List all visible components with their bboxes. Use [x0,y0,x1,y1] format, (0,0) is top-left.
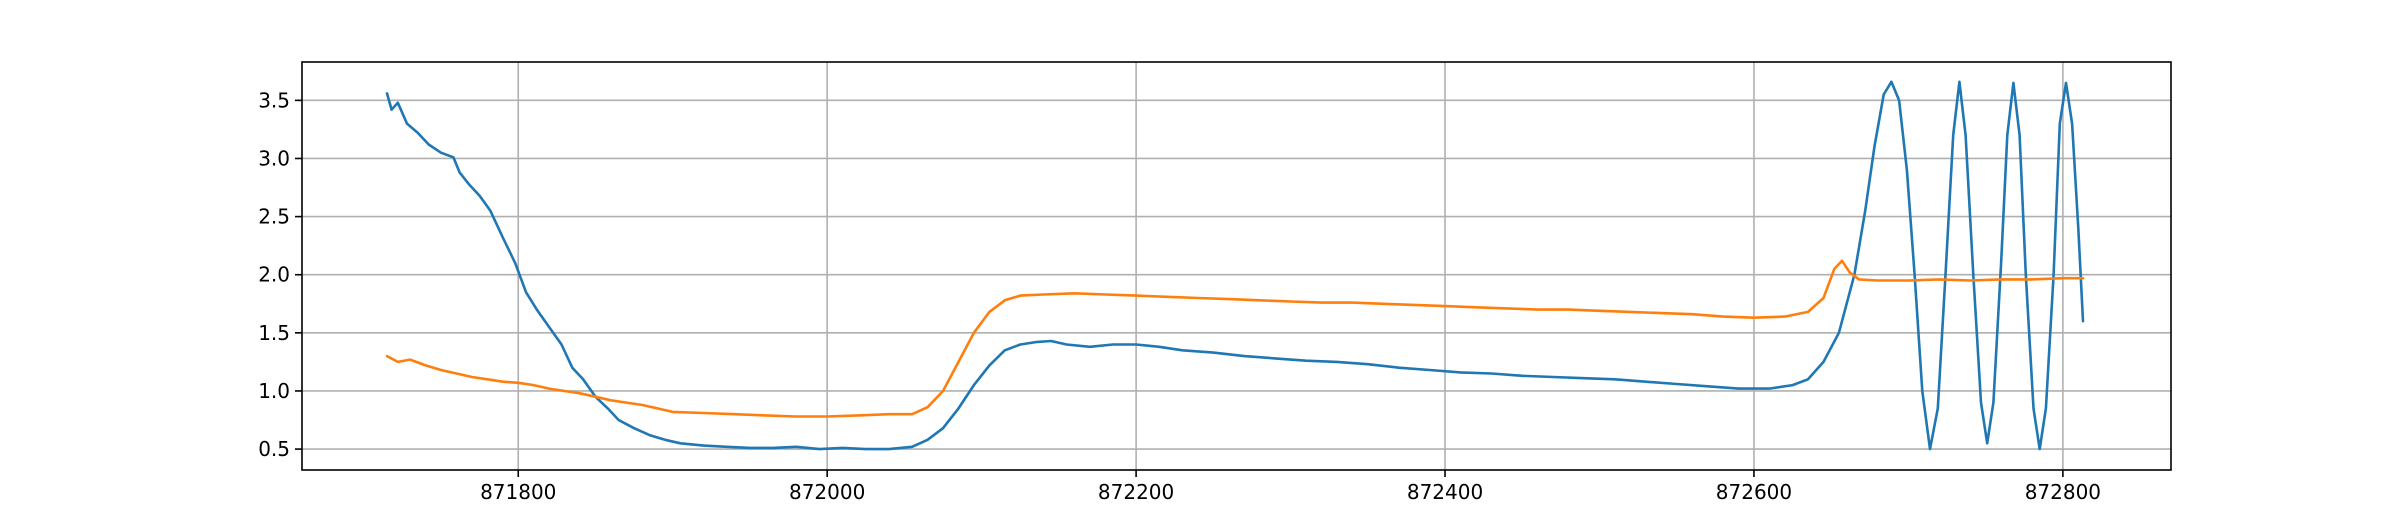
plot-area-frame [301,61,2172,471]
x-tick-label: 872200 [1098,480,1174,504]
y-tick-label: 1.0 [258,379,290,403]
series-line-2 [385,259,2085,418]
y-tick-label: 0.5 [258,437,290,461]
x-tick-label: 872000 [789,480,865,504]
y-tick-label: 3.5 [258,88,290,112]
grid [302,62,2171,470]
axis-ticks: 871800 872000 872200 872400 872600 872800 0.5 1… [258,88,2101,504]
y-tick-label: 2.0 [258,263,290,287]
y-tick-label: 2.5 [258,205,290,229]
x-tick-label: 872400 [1407,480,1483,504]
x-tick-label: 872800 [2025,480,2101,504]
data-series [385,80,2085,451]
x-tick-label: 871800 [480,480,556,504]
x-tick-label: 872600 [1716,480,1792,504]
y-tick-label: 3.0 [258,146,290,170]
y-tick-label: 1.5 [258,321,290,345]
series-line-1 [385,80,2085,451]
